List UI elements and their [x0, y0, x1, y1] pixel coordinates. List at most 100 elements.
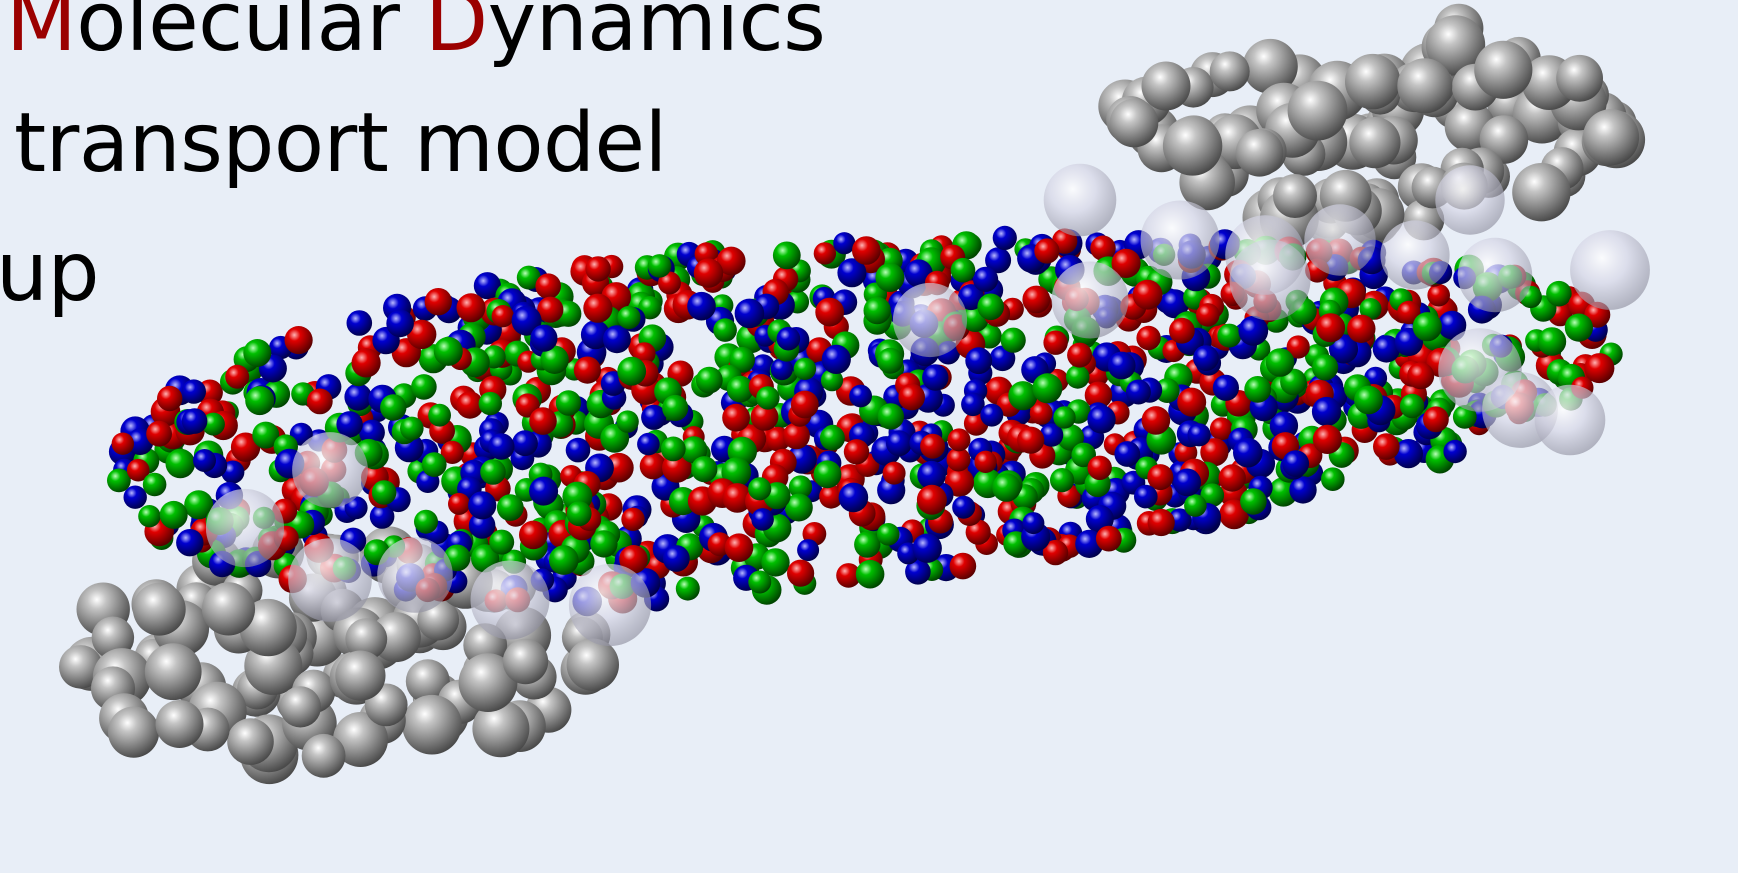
blue-nucleon	[529, 476, 559, 506]
green-nucleon	[1154, 378, 1180, 403]
blue-nucleon	[1134, 484, 1158, 509]
green-nucleon	[165, 448, 196, 479]
spectator-nucleon	[132, 582, 186, 636]
red-nucleon	[529, 407, 557, 435]
green-nucleon	[695, 366, 723, 394]
green-nucleon	[549, 545, 579, 575]
red-nucleon	[440, 440, 464, 464]
red-nucleon	[836, 563, 861, 588]
red-nucleon	[621, 507, 645, 531]
green-nucleon	[660, 436, 686, 462]
red-nucleon	[537, 296, 564, 323]
green-nucleon	[876, 523, 900, 546]
blue-nucleon	[961, 392, 985, 417]
green-nucleon	[854, 531, 881, 558]
green-nucleon	[1321, 467, 1345, 492]
blue-nucleon	[181, 408, 208, 434]
spectator-nucleon	[1162, 116, 1223, 176]
blue-nucleon	[985, 247, 1012, 274]
green-nucleon	[1354, 385, 1383, 415]
blue-nucleon	[1114, 441, 1141, 467]
red-nucleon	[1397, 300, 1421, 325]
green-nucleon	[784, 493, 813, 522]
red-nucleon	[722, 403, 750, 432]
spectator-nucleon	[1474, 40, 1533, 99]
red-nucleon	[407, 319, 437, 350]
red-nucleon	[790, 390, 819, 419]
green-nucleon	[1057, 424, 1084, 451]
red-nucleon	[1584, 353, 1615, 384]
red-nucleon	[947, 428, 971, 452]
blue-nucleon	[1372, 335, 1401, 363]
blue-nucleon	[602, 325, 631, 354]
spectator-nucleon	[1109, 98, 1159, 148]
green-nucleon	[400, 416, 424, 441]
spectator-nucleon	[227, 718, 274, 765]
blue-nucleon	[751, 508, 774, 531]
green-nucleon	[371, 480, 397, 505]
green-nucleon	[680, 436, 708, 464]
green-nucleon	[617, 305, 641, 330]
translucent-spectator-nucleon	[1043, 163, 1117, 237]
blue-nucleon	[992, 225, 1017, 250]
translucent-spectator-nucleon	[1140, 200, 1220, 280]
blue-nucleon	[833, 232, 856, 255]
green-nucleon	[877, 403, 904, 430]
translucent-spectator-nucleon	[1570, 230, 1650, 310]
blue-nucleon	[922, 364, 949, 391]
green-nucleon	[855, 559, 885, 589]
title-initial-d: D	[425, 0, 488, 70]
blue-nucleon	[488, 433, 515, 460]
blue-nucleon	[473, 272, 501, 300]
red-nucleon	[284, 326, 313, 355]
blue-nucleon	[973, 266, 999, 292]
red-nucleon	[965, 519, 991, 545]
green-nucleon	[617, 356, 647, 386]
blue-nucleon	[1087, 405, 1116, 434]
blue-nucleon	[1289, 476, 1317, 504]
green-nucleon	[721, 457, 752, 488]
blue-nucleon	[905, 559, 931, 585]
spectator-nucleon	[458, 653, 518, 712]
green-nucleon	[1244, 376, 1272, 403]
red-nucleon	[1316, 313, 1346, 343]
red-nucleon	[585, 256, 611, 282]
spectator-nucleon	[335, 650, 386, 701]
spectator-nucleon	[1397, 58, 1453, 114]
green-nucleon	[820, 369, 844, 392]
green-nucleon	[433, 336, 463, 366]
green-nucleon	[950, 257, 976, 283]
red-nucleon	[1111, 248, 1141, 278]
blue-nucleon	[837, 258, 867, 288]
red-nucleon	[1043, 330, 1068, 355]
spectator-cluster-bottom	[59, 526, 619, 785]
red-nucleon	[519, 520, 548, 550]
red-nucleon	[782, 422, 810, 450]
green-nucleon	[1053, 406, 1076, 429]
text-fragment-up: up	[0, 225, 100, 320]
red-nucleon	[1177, 387, 1207, 417]
spectator-nucleon	[566, 638, 619, 691]
translucent-spectator-nucleon	[205, 488, 285, 568]
spectator-nucleon	[201, 582, 256, 636]
translucent-spectator-nucleon	[1304, 204, 1376, 276]
red-nucleon	[1427, 283, 1450, 307]
red-nucleon	[1084, 381, 1113, 409]
translucent-spectator-nucleon	[1380, 220, 1450, 290]
red-nucleon	[619, 545, 648, 574]
blue-nucleon	[386, 309, 414, 338]
red-nucleon	[157, 385, 183, 412]
red-nucleon	[843, 439, 870, 465]
red-nucleon	[535, 273, 561, 300]
green-nucleon	[201, 412, 225, 436]
red-nucleon	[916, 484, 947, 515]
blue-nucleon	[511, 305, 542, 336]
green-nucleon	[748, 477, 772, 501]
red-nucleon	[1090, 235, 1116, 261]
green-nucleon	[726, 375, 754, 403]
green-nucleon	[1000, 327, 1026, 353]
green-nucleon	[1399, 393, 1425, 419]
spectator-nucleon	[333, 712, 388, 767]
